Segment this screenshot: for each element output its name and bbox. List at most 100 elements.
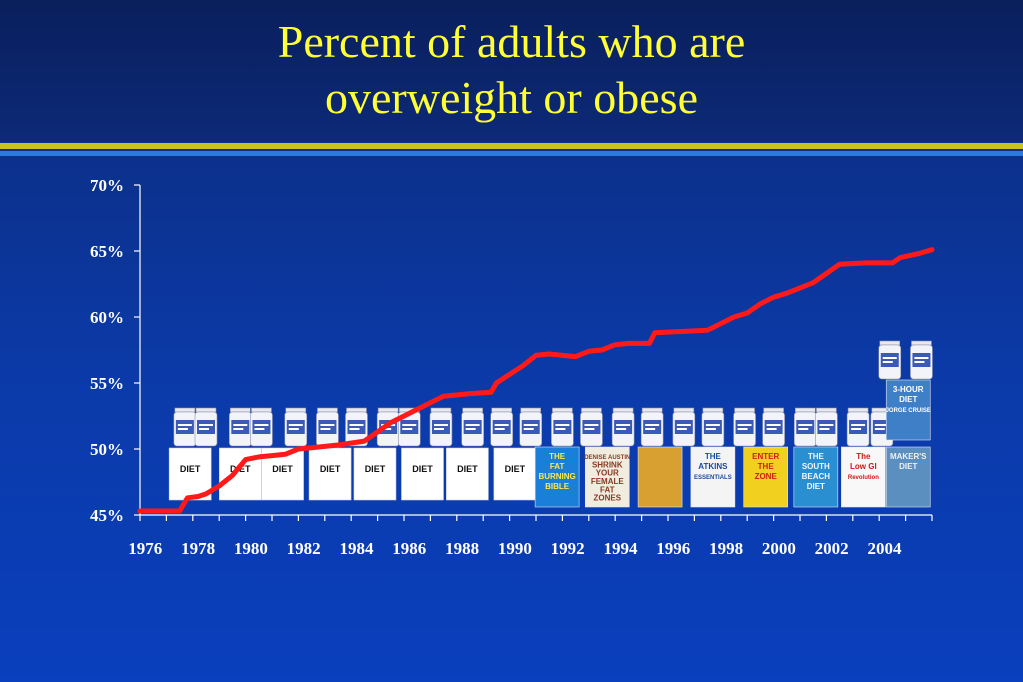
diet-box-face: [401, 447, 444, 501]
bottle-label-line: [320, 424, 335, 426]
bottle-label: [521, 420, 540, 434]
diet-box: DIET: [493, 447, 537, 501]
book-title-text: ESSENTIALS: [694, 475, 732, 481]
diet-box: DIET: [308, 447, 352, 501]
x-tick-label: 1988: [445, 539, 479, 558]
bottle-label-line: [882, 361, 893, 363]
diet-box-face: [493, 447, 537, 501]
bottle-label-line: [494, 424, 509, 426]
book-title-text: BIBLE: [545, 482, 570, 491]
bottle-label-line: [177, 424, 192, 426]
bottle-cap: [879, 340, 901, 346]
bottle-label: [880, 353, 899, 367]
bottle-label: [643, 420, 662, 434]
book-title-text: DIET: [899, 462, 917, 471]
bottle-label-line: [465, 428, 476, 430]
bottle-label: [347, 420, 366, 434]
book-cover: [793, 446, 839, 508]
book-title-text: Revolution: [848, 475, 879, 481]
diet-products-overlay: DIET DIET DIET DIET DIET DIET DIET DIETTHEFATBU…: [168, 340, 933, 508]
supplement-bottle: [846, 407, 870, 447]
supplement-bottle: [316, 407, 339, 447]
bottle-label: [197, 420, 215, 434]
bottle-label: [252, 420, 271, 434]
bottle-label: [286, 420, 305, 434]
book-cover: [841, 446, 886, 508]
bottle-label: [318, 420, 337, 434]
bottle-label-line: [584, 428, 595, 430]
book-title-text: FEMALE: [591, 477, 625, 486]
book-cover: [637, 446, 683, 508]
book-title-text: ZONES: [593, 494, 621, 503]
blue-divider: [0, 151, 1023, 156]
series-line: [137, 247, 935, 514]
x-tick-label: 1976: [128, 539, 162, 558]
book-title-text: FAT: [550, 462, 565, 471]
book-cover: [690, 446, 736, 508]
bottle-label-line: [555, 424, 570, 426]
x-tick-label: 1994: [603, 539, 638, 558]
bottle-label: [674, 420, 693, 434]
bottle-cap: [520, 407, 542, 413]
bottle-label-line: [676, 428, 687, 430]
bottle-label-line: [676, 424, 691, 426]
diet-book: [637, 446, 683, 508]
supplement-bottle: [611, 407, 635, 447]
x-tick-label: 1996: [656, 539, 690, 558]
bottle-cap: [612, 407, 634, 413]
bottle-cap: [734, 407, 755, 413]
bottle-label-line: [288, 428, 299, 430]
supplement-bottle: [762, 407, 785, 447]
bottle-label: [463, 420, 482, 434]
bottle-label: [175, 420, 194, 434]
x-tick-label: 2000: [762, 539, 796, 558]
bottle-cap: [816, 407, 837, 413]
book-cover: [885, 379, 931, 441]
bottle-label-line: [233, 424, 248, 426]
supplement-bottle: [284, 407, 308, 447]
bottle-label-line: [874, 424, 889, 426]
y-tick-label: 45%: [90, 506, 124, 525]
diet-box-label: DIET: [457, 464, 478, 474]
bottle-label: [817, 420, 836, 434]
bottle-cap: [847, 407, 869, 413]
y-tick-label: 50%: [90, 440, 124, 459]
bottle-cap: [552, 407, 573, 413]
supplement-bottle: [229, 407, 252, 447]
bottle-cap: [491, 407, 512, 413]
bottle-cap: [794, 407, 816, 413]
bottle-label-line: [819, 424, 834, 426]
bottle-cap: [763, 407, 784, 413]
diet-box: DIET: [446, 447, 489, 501]
book-title-text: DENISE AUSTIN: [584, 455, 630, 461]
book-title-text: 3-HOUR: [893, 385, 924, 394]
diet-box-label: DIET: [365, 464, 386, 474]
book-cover: [885, 446, 931, 508]
diet-box-face: [353, 447, 397, 501]
bottle-label-line: [874, 428, 885, 430]
bottle-cap: [251, 407, 272, 413]
bottle-label-line: [320, 428, 331, 430]
bottle-label-line: [584, 424, 599, 426]
book-title-text: ENTER: [752, 452, 779, 461]
title-band: [0, 0, 1023, 142]
bottle-label-line: [381, 428, 392, 430]
y-tick-label: 65%: [90, 242, 124, 261]
supplement-bottle: [815, 407, 838, 447]
x-tick-label: 1980: [234, 539, 268, 558]
supplement-bottle: [672, 407, 696, 447]
supplement-bottle: [173, 407, 197, 447]
bottle-label-line: [199, 424, 213, 426]
bottle-label-line: [851, 424, 866, 426]
bottle-label: [614, 420, 633, 434]
supplement-bottle: [910, 340, 933, 380]
bottle-cap: [346, 407, 367, 413]
bottle-label-line: [494, 428, 505, 430]
bottle-label-line: [433, 424, 448, 426]
bottle-label: [582, 420, 601, 434]
bottle-cap: [911, 340, 932, 346]
bottle-label-line: [766, 424, 781, 426]
